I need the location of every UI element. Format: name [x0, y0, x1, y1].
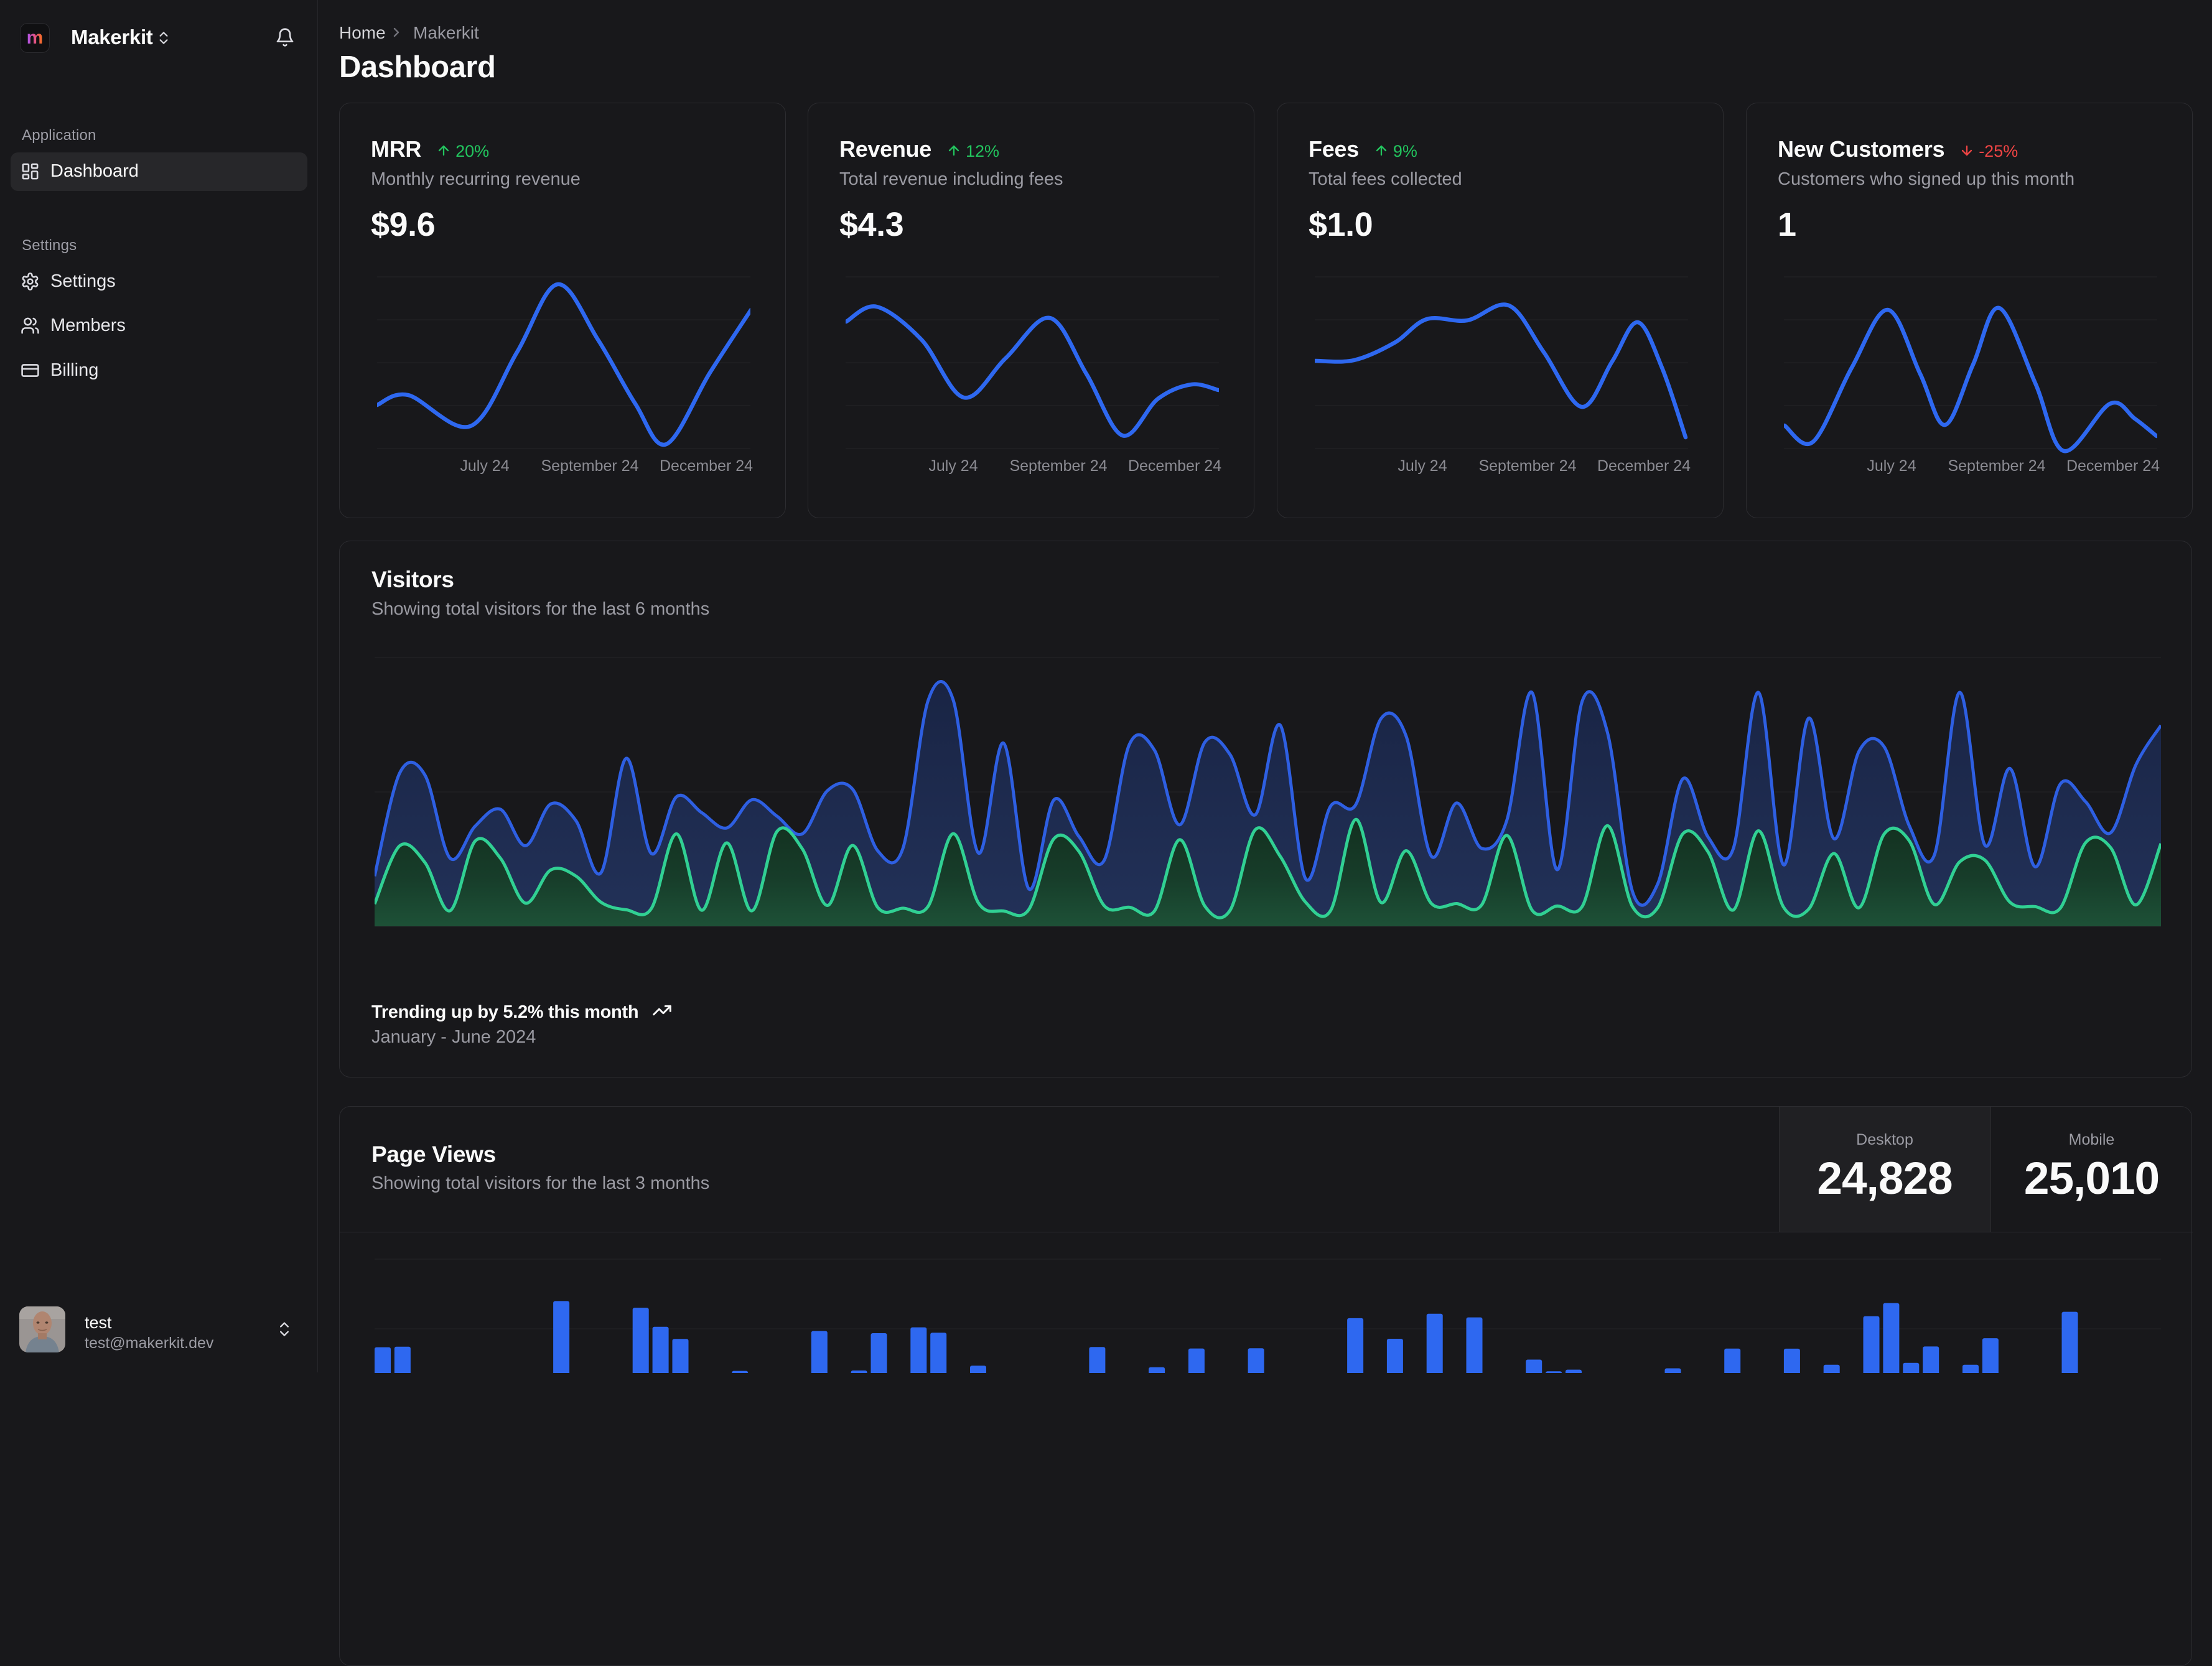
svg-text:m: m: [27, 27, 44, 48]
